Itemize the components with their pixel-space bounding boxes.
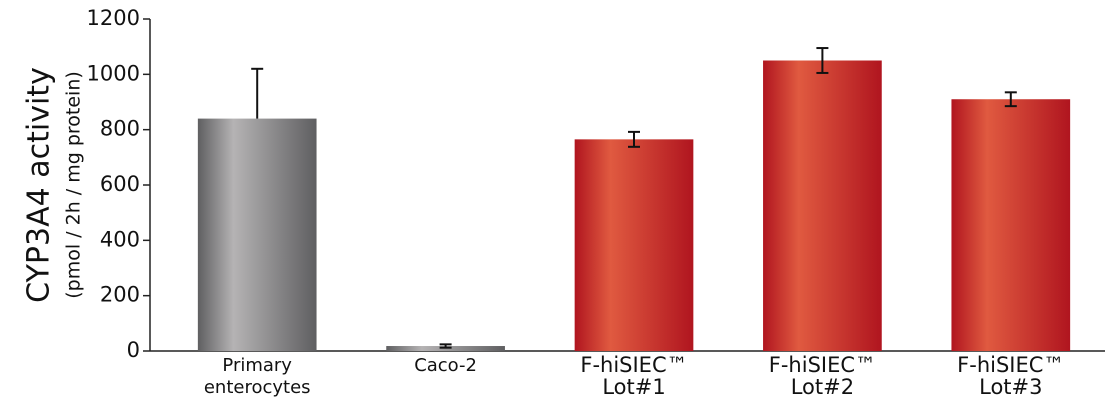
x-tick-label: enterocytes [204,377,311,398]
error-bar [251,67,264,119]
bar [574,139,694,351]
y-tick-label: 200 [100,283,140,307]
y-axis-subtitle: (pmol / 2h / mg protein) [63,71,85,299]
error-bar [816,47,829,74]
x-tick-label: Lot#2 [791,375,854,399]
x-tick-label: Lot#3 [979,375,1042,399]
y-tick-label: 800 [100,117,140,141]
bar [951,99,1071,351]
y-tick-label: 600 [100,172,140,196]
error-bar [439,343,452,349]
y-tick-label: 400 [100,227,140,251]
y-tick-label: 0 [127,338,140,362]
error-bar [628,130,640,148]
bar [763,60,882,351]
x-tick-label: Lot#1 [602,375,665,399]
x-tick-label: F-hiSIEC™ [957,353,1064,377]
bar [197,118,317,351]
error-bar [1004,91,1017,108]
x-tick-label: Primary [222,355,292,376]
x-tick-label: F-hiSIEC™ [769,353,876,377]
y-axis-title: CYP3A4 activity [22,67,57,303]
y-tick-label: 1000 [87,61,140,85]
y-tick-label: 1200 [87,6,140,30]
x-tick-label: Caco-2 [414,355,477,376]
x-tick-label: F-hiSIEC™ [580,353,687,377]
